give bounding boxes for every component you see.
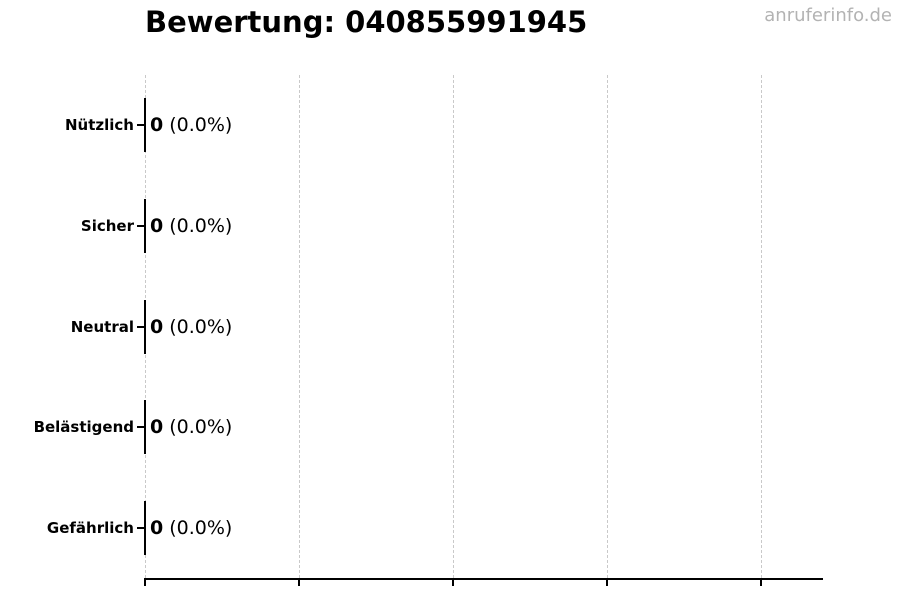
y-axis-tick [137,325,145,328]
x-axis-tick [144,578,146,586]
category-label: Gefährlich [46,518,134,537]
x-axis-tick [606,578,609,586]
gridline [453,75,455,578]
value-label: 0 (0.0%) [150,517,232,539]
bar [144,299,146,354]
bar [144,400,146,455]
y-axis-tick [137,224,145,227]
category-label: Neutral [70,317,134,336]
chart-title: Bewertung: 040855991945 [145,5,588,39]
value-number: 0 [150,516,164,539]
value-number: 0 [150,315,164,338]
category-label: Sicher [80,216,134,235]
value-number: 0 [150,114,164,137]
watermark-text: anruferinfo.de [764,5,892,26]
y-axis-tick [137,526,145,529]
x-axis-tick [760,578,763,586]
value-percent: (0.0%) [169,416,233,439]
plot-area: Nützlich 0 (0.0%) Sicher 0 (0.0%) Neutral 0 (0.0… [34,75,823,586]
y-axis-tick [137,124,145,127]
value-percent: (0.0%) [169,114,233,137]
value-label: 0 (0.0%) [150,316,232,338]
gridline [299,75,301,578]
bar [144,198,146,253]
value-percent: (0.0%) [169,214,233,237]
value-percent: (0.0%) [169,315,233,338]
value-label: 0 (0.0%) [150,215,232,237]
category-label: Nützlich [65,116,134,135]
y-axis-tick [137,426,145,429]
gridline [761,75,763,578]
value-number: 0 [150,214,164,237]
gridline [607,75,609,578]
value-percent: (0.0%) [169,516,233,539]
x-axis-tick [452,578,455,586]
value-number: 0 [150,416,164,439]
bar [144,500,146,555]
value-label: 0 (0.0%) [150,416,232,438]
category-label: Belästigend [33,418,134,437]
value-label: 0 (0.0%) [150,114,232,136]
bar [144,98,146,153]
x-axis-tick [298,578,301,586]
